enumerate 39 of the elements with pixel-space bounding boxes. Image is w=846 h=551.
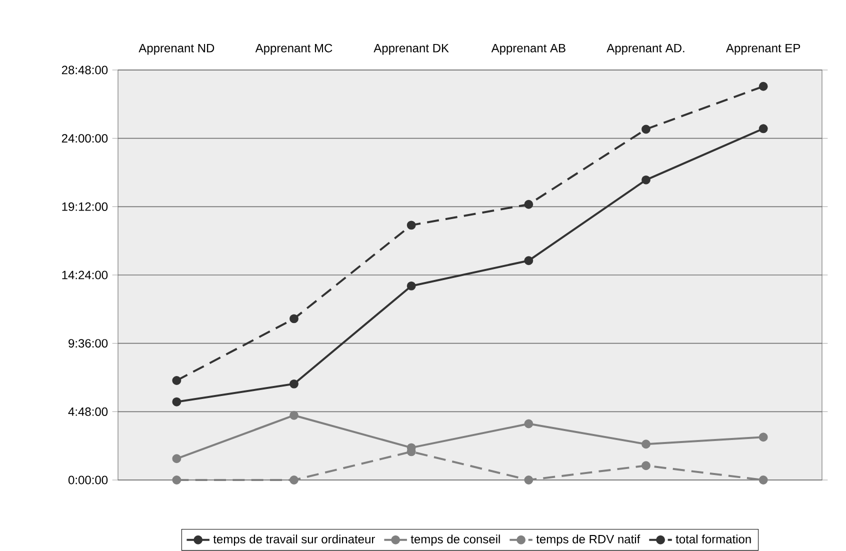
point — [758, 432, 768, 442]
point — [758, 476, 768, 484]
point — [172, 476, 182, 484]
point — [172, 454, 182, 464]
point — [524, 419, 534, 428]
y-tick-label: 28:48:00 — [62, 66, 108, 74]
legend-label: temps de conseil — [410, 534, 500, 546]
point — [642, 461, 650, 470]
y-tick-label: 4:48:00 — [68, 407, 108, 416]
x-tick-label: Apprenant EP — [726, 44, 800, 55]
x-tick-label: Apprenant DK — [374, 44, 449, 55]
point — [290, 410, 298, 420]
point — [172, 376, 182, 385]
y-tick-label: 0:00:00 — [68, 476, 108, 484]
point — [290, 379, 298, 388]
point — [290, 476, 298, 484]
x-tick-label: Apprenant AB — [491, 44, 566, 55]
point — [642, 440, 650, 449]
x-tick-label: Apprenant ND — [138, 44, 214, 55]
point — [172, 397, 182, 406]
point — [524, 200, 534, 209]
x-tick-label: Apprenant MC — [255, 44, 332, 55]
x-tick-label: Apprenant AD. — [606, 44, 684, 55]
legend-label: temps de RDV natif — [536, 534, 640, 546]
point — [758, 82, 768, 91]
point — [406, 220, 416, 230]
y-tick-label: 24:00:00 — [62, 134, 108, 143]
legend-label: total formation — [676, 534, 751, 544]
point — [290, 314, 298, 324]
point — [642, 124, 650, 134]
point — [524, 256, 534, 266]
point — [758, 124, 768, 134]
point — [524, 476, 534, 484]
legend-label: temps de travail sur ordinateur — [213, 534, 375, 546]
point — [406, 281, 416, 290]
point — [642, 175, 650, 184]
y-tick-label: 9:36:00 — [68, 339, 108, 348]
y-tick-label: 19:12:00 — [62, 202, 108, 211]
y-tick-label: 14:24:00 — [62, 270, 108, 280]
